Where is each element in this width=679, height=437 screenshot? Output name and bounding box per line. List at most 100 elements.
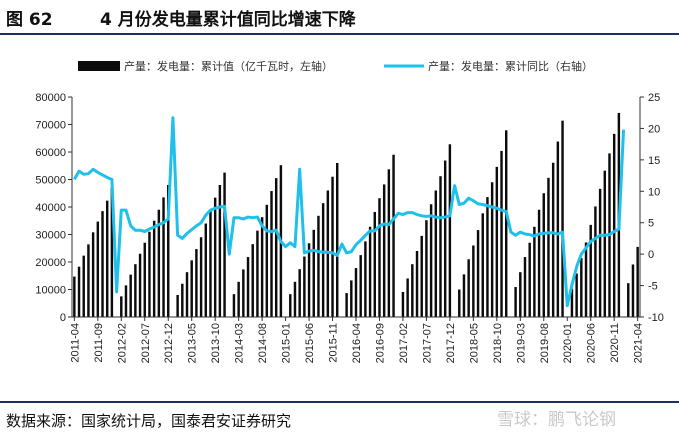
chart: 产量：发电量：累计值（亿千瓦时，左轴） 产量：发电量：累计同比（右轴） 0 100…: [35, 59, 664, 363]
bar: [345, 293, 348, 317]
bar: [181, 283, 184, 317]
bar: [519, 272, 522, 317]
bar: [612, 133, 616, 317]
bar: [143, 242, 146, 317]
bar: [490, 182, 494, 317]
bar: [124, 285, 128, 317]
bar: [443, 160, 447, 317]
figure-number: 图 62: [6, 10, 53, 30]
bar: [533, 226, 536, 317]
bar: [246, 257, 250, 317]
bar: [373, 211, 376, 317]
bar: [537, 209, 541, 317]
left-tick-label: 60000: [35, 147, 66, 159]
bar: [96, 221, 100, 317]
left-tick-label: 10000: [35, 285, 66, 297]
bar: [265, 204, 269, 317]
x-tick-label: 2013-05: [187, 323, 199, 363]
x-tick-label: 2013-10: [210, 323, 222, 363]
right-tick-label: -5: [648, 281, 658, 293]
bar-series: [73, 112, 639, 318]
bar: [631, 264, 635, 317]
bar: [504, 130, 508, 317]
bar: [636, 246, 639, 317]
bar: [575, 273, 578, 317]
bar: [256, 230, 259, 317]
bar: [434, 190, 438, 317]
bar: [148, 231, 151, 317]
bar: [406, 278, 409, 317]
x-tick-label: 2017-07: [421, 323, 433, 363]
legend-bar-label: 产量：发电量：累计值（亿千瓦时，左轴）: [124, 59, 333, 73]
bar: [195, 249, 198, 317]
left-tick-label: 20000: [35, 257, 66, 269]
bar: [495, 166, 499, 317]
bar: [551, 162, 555, 317]
bar: [448, 144, 452, 317]
x-tick-label: 2012-02: [116, 323, 128, 363]
bar: [458, 289, 461, 317]
bar: [110, 187, 114, 317]
bar: [312, 229, 315, 317]
x-tick-label: 2012-07: [140, 323, 152, 363]
bar: [387, 169, 391, 317]
bar: [429, 204, 433, 317]
bar: [411, 264, 414, 317]
right-tick-label: -10: [648, 312, 664, 324]
bar: [556, 141, 560, 317]
x-tick-label: 2018-10: [492, 323, 504, 363]
bar: [580, 258, 583, 317]
bar: [350, 280, 353, 317]
figure-header: 图 62 4 月份发电量累计值同比增速下降: [0, 0, 679, 34]
bar: [476, 230, 480, 317]
bar: [368, 226, 372, 317]
left-tick-label: 70000: [35, 120, 66, 132]
bar: [134, 264, 137, 317]
bar: [321, 203, 325, 317]
bar: [77, 266, 81, 317]
x-tick-label: 2014-03: [234, 323, 246, 363]
bar: [237, 281, 240, 317]
bar: [218, 185, 222, 317]
bar: [359, 255, 362, 317]
x-tick-label: 2019-03: [515, 323, 527, 363]
bar: [528, 242, 531, 317]
bar: [425, 220, 428, 317]
bar: [523, 257, 527, 317]
bar: [603, 170, 607, 317]
bar: [204, 223, 208, 317]
bar: [589, 224, 592, 317]
bar: [472, 245, 475, 317]
bar: [598, 188, 602, 317]
source-note: 数据来源：国家统计局，国泰君安证券研究: [6, 412, 292, 430]
bar: [73, 276, 76, 317]
bar: [251, 244, 254, 317]
bar: [232, 294, 236, 317]
bar: [594, 206, 597, 317]
x-tick-label: 2016-09: [374, 323, 386, 363]
x-tick-label: 2020-11: [609, 323, 621, 363]
left-tick-label: 0: [60, 312, 66, 324]
x-tick-label: 2011-04: [69, 323, 81, 363]
figure-title: 4 月份发电量累计值同比增速下降: [100, 10, 356, 30]
bar: [331, 176, 334, 317]
bar: [584, 242, 588, 317]
watermark: 雪球：鹏飞论钢: [497, 410, 616, 430]
right-tick-label: 15: [648, 155, 660, 167]
bar: [293, 281, 297, 317]
bar: [627, 283, 630, 317]
bar: [570, 288, 574, 317]
bar: [82, 255, 85, 317]
bar: [176, 295, 179, 317]
x-tick-label: 2017-12: [445, 323, 457, 363]
right-tick-label: 5: [648, 218, 654, 230]
bar: [91, 232, 95, 317]
x-axis: 2011-04 2011-09 2012-02 2012-07 2012-12 2013-…: [69, 316, 645, 363]
bar: [162, 197, 165, 317]
legend: 产量：发电量：累计值（亿千瓦时，左轴） 产量：发电量：累计同比（右轴）: [78, 59, 593, 73]
bar: [223, 172, 226, 317]
bar: [157, 209, 161, 317]
bar: [317, 215, 320, 317]
bar: [138, 253, 142, 317]
bar: [260, 217, 264, 317]
